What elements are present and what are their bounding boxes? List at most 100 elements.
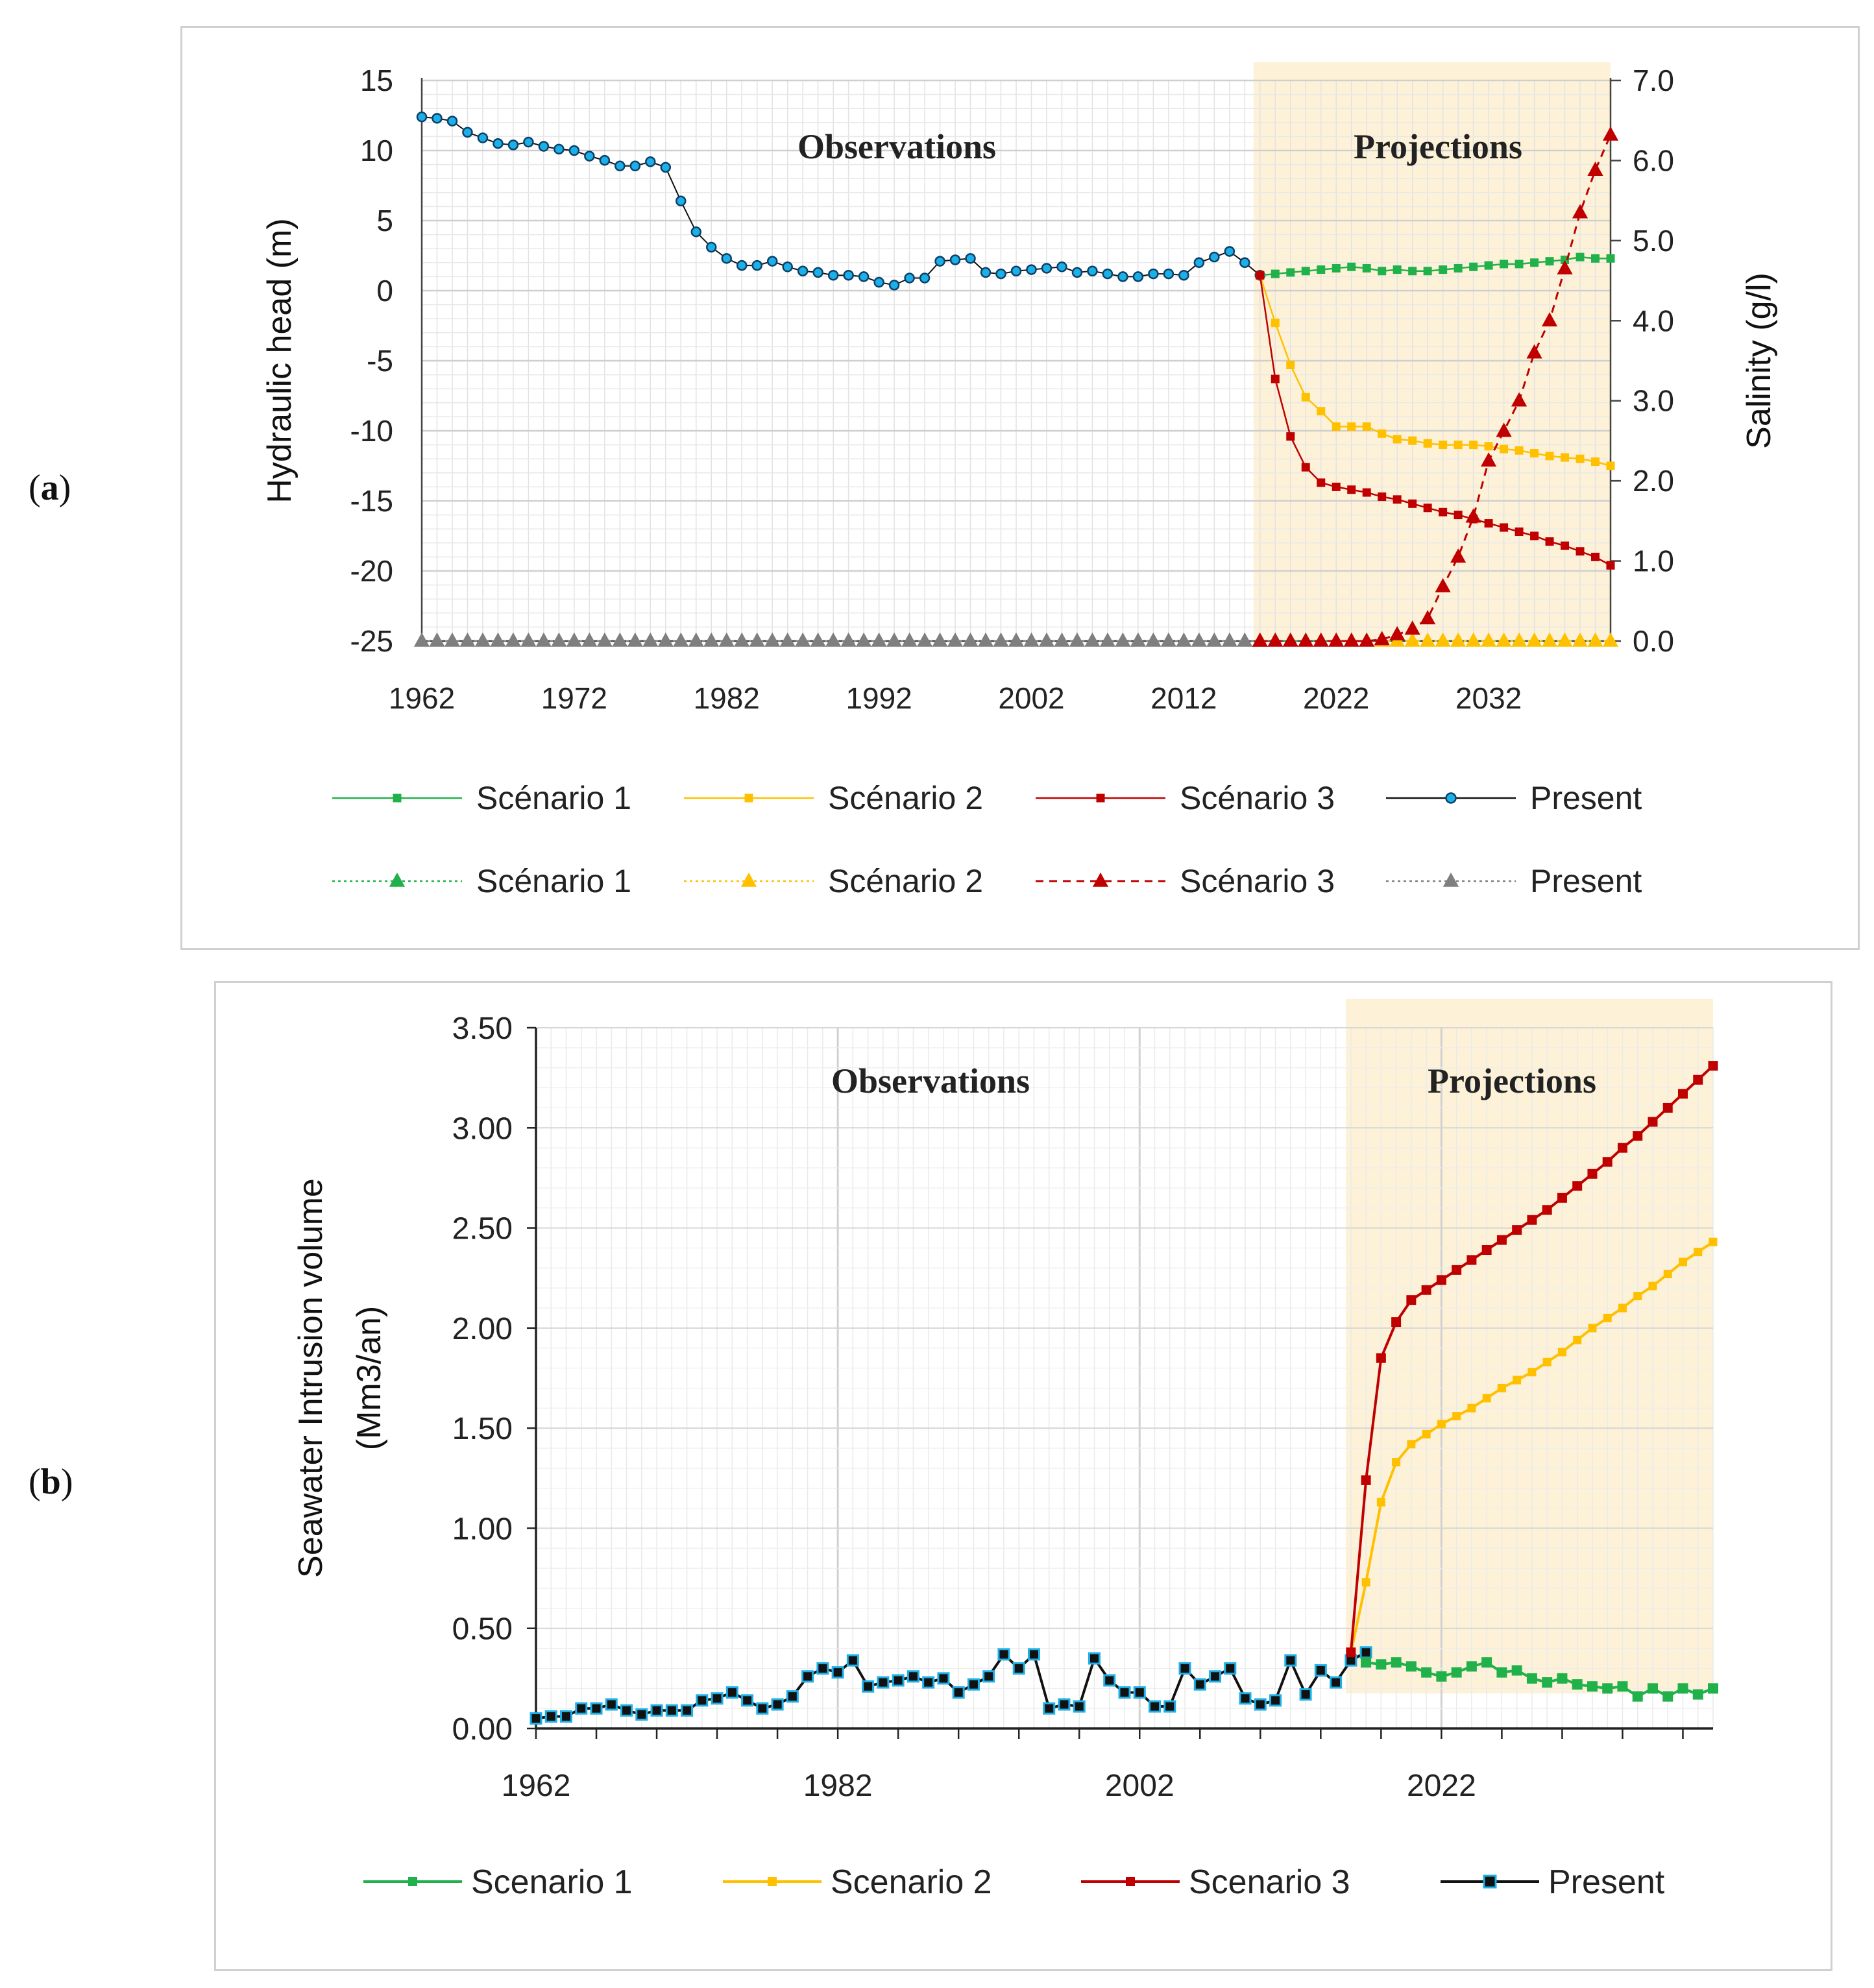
observations-label-a: Observations <box>797 127 996 166</box>
present-head-point <box>888 280 900 291</box>
scenario3-salinity-point <box>1435 577 1451 592</box>
present-head-point <box>1117 271 1128 282</box>
scenario3-point <box>1391 1317 1402 1327</box>
scenario3-head-point <box>1393 495 1402 504</box>
scenario3-head-point <box>1454 511 1463 520</box>
present-salinity-point <box>764 632 781 647</box>
present-point <box>1224 1662 1237 1675</box>
present-point <box>862 1680 875 1693</box>
present-salinity-point <box>840 632 857 647</box>
present-point <box>650 1704 663 1717</box>
scenario3-head-point <box>1515 527 1524 537</box>
scenario2-head-point <box>1378 429 1387 438</box>
present-head-point <box>615 160 626 172</box>
present-salinity-point <box>657 632 674 647</box>
scenario2-head-point <box>1347 422 1356 431</box>
scenario2-point <box>1482 1394 1491 1403</box>
present-salinity-point <box>1221 632 1237 647</box>
scenario2-head-point <box>1362 422 1371 431</box>
y-axis-subtitle-b: (Mm3/an) <box>350 1306 388 1450</box>
legend-scenario3-salinity-marker <box>1092 872 1109 887</box>
scenario3-salinity-point <box>1343 632 1359 647</box>
present-point <box>544 1710 557 1723</box>
present-head-point <box>919 273 931 284</box>
y2-tick-label-a: 5.0 <box>1633 224 1674 258</box>
present-salinity-point <box>1023 632 1040 647</box>
present-salinity-point <box>977 632 994 647</box>
present-head-point <box>1087 265 1098 277</box>
scenario1-head-point <box>1484 261 1493 270</box>
scenario1-head-point <box>1439 265 1448 274</box>
legend-scenario2-salinity-label: Scénario 2 <box>828 863 983 899</box>
scenario3-salinity-point <box>1328 632 1345 647</box>
present-salinity-point <box>795 632 811 647</box>
scenario1-point <box>1617 1681 1628 1692</box>
y-tick-label-b: 1.00 <box>452 1512 513 1546</box>
scenario3-head-point <box>1378 492 1387 502</box>
present-head-point <box>446 115 458 127</box>
present-salinity-point <box>718 632 735 647</box>
present-point <box>831 1666 844 1679</box>
legend-present-marker <box>1483 1874 1497 1889</box>
scenario1-head-point <box>1454 263 1463 273</box>
scenario3-salinity-point <box>1511 392 1527 407</box>
scenario1-head-point <box>1362 263 1371 273</box>
scenario3-salinity-point <box>1557 260 1573 274</box>
present-head-point <box>812 267 823 278</box>
scenario3-head-point <box>1256 271 1265 280</box>
scenario2-head-point <box>1332 422 1341 431</box>
scenario3-point <box>1512 1225 1522 1235</box>
present-head-point <box>1041 263 1053 274</box>
present-head-point <box>416 111 428 123</box>
present-point <box>1178 1662 1191 1675</box>
y2-tick-label-a: 4.0 <box>1633 304 1674 337</box>
scenario2-point <box>1694 1248 1703 1257</box>
scenario2-head-point <box>1408 436 1417 445</box>
scenario2-point <box>1648 1281 1657 1291</box>
scenario1-point <box>1708 1683 1718 1694</box>
present-salinity-point <box>901 632 918 647</box>
present-head-point <box>843 269 854 281</box>
present-point <box>711 1692 724 1705</box>
y-tick-label-a: -20 <box>350 554 393 588</box>
x-tick-label-a: 2032 <box>1455 681 1522 715</box>
scenario3-head-point <box>1606 561 1615 570</box>
present-point <box>997 1648 1010 1661</box>
scenario2-point <box>1527 1368 1537 1377</box>
scenario2-point <box>1603 1313 1612 1322</box>
scenario1-head-point <box>1347 262 1356 271</box>
present-head-point <box>477 132 489 143</box>
y-tick-label-b: 3.00 <box>452 1111 513 1146</box>
scenario3-point <box>1557 1193 1567 1203</box>
present-salinity-point <box>566 632 582 647</box>
present-point <box>529 1712 542 1725</box>
legend-present-label: Present <box>1548 1863 1665 1901</box>
present-salinity-point <box>1176 632 1192 647</box>
present-point <box>937 1672 950 1685</box>
scenario3-point <box>1602 1157 1612 1167</box>
present-salinity-point <box>535 632 552 647</box>
scenario2-point <box>1376 1497 1385 1507</box>
scenario1-point <box>1421 1667 1432 1678</box>
present-head-point <box>1010 265 1022 277</box>
present-head-point <box>965 253 976 264</box>
present-point <box>816 1662 829 1675</box>
present-salinity-point <box>1115 632 1131 647</box>
scenario1-point <box>1511 1665 1522 1676</box>
present-salinity-point <box>1237 632 1253 647</box>
present-salinity-point <box>596 632 613 647</box>
present-point <box>620 1704 633 1717</box>
scenario1-point <box>1572 1679 1583 1690</box>
scenario3-point <box>1346 1647 1356 1658</box>
legend-scenario3-marker <box>1126 1877 1135 1886</box>
present-head-point <box>599 154 611 166</box>
present-head-point <box>980 267 992 278</box>
present-head-point <box>645 156 656 167</box>
x-tick-label-a: 1972 <box>541 681 607 715</box>
scenario1-head-point <box>1591 254 1600 263</box>
scenario3-point <box>1708 1061 1718 1071</box>
scenario3-head-point <box>1576 547 1585 556</box>
present-point <box>1314 1664 1327 1677</box>
scenario3-salinity-point <box>1389 625 1406 640</box>
projections-label-b: Projections <box>1428 1061 1596 1100</box>
